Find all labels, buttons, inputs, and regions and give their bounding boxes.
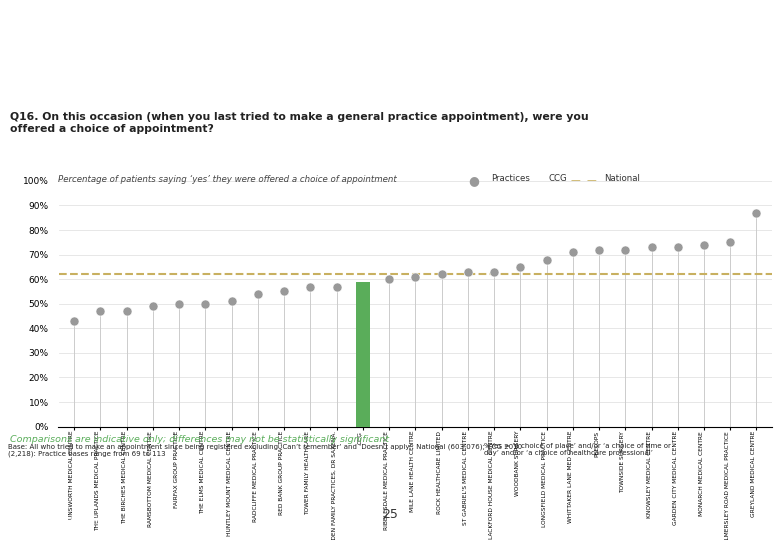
Text: 25: 25 bbox=[382, 508, 398, 521]
Text: National: National bbox=[604, 174, 640, 183]
Text: Percentage of patients saying ‘yes’ they were offered a choice of appointment: Percentage of patients saying ‘yes’ they… bbox=[58, 176, 397, 185]
Bar bbox=[356, 282, 370, 427]
Text: —  —: — — bbox=[571, 175, 597, 185]
Text: Choice of appointment:: Choice of appointment: bbox=[10, 20, 268, 39]
Text: how the CCG’s practices compare: how the CCG’s practices compare bbox=[10, 60, 379, 79]
Text: CCG: CCG bbox=[548, 174, 567, 183]
Text: Comparisons are indicative only; differences may not be statistically significan: Comparisons are indicative only; differe… bbox=[10, 435, 389, 444]
Text: ●: ● bbox=[468, 174, 479, 187]
Text: Practices: Practices bbox=[491, 174, 530, 183]
Text: © Ipsos MORI    18-042653-01 | Version 1 | Public: © Ipsos MORI 18-042653-01 | Version 1 | … bbox=[8, 532, 172, 539]
Text: Social Research Institute: Social Research Institute bbox=[8, 517, 103, 526]
Text: Q16. On this occasion (when you last tried to make a general practice appointmen: Q16. On this occasion (when you last tri… bbox=[10, 112, 589, 134]
Text: %Yes = ‘a choice of place’ and/or ‘a choice of time or
day’ and/or ‘a choice of : %Yes = ‘a choice of place’ and/or ‘a cho… bbox=[484, 443, 671, 456]
Text: Base: All who tried to make an appointment since being registered excluding ‘Can: Base: All who tried to make an appointme… bbox=[8, 443, 522, 457]
Text: Ipsos MORI: Ipsos MORI bbox=[8, 501, 69, 511]
